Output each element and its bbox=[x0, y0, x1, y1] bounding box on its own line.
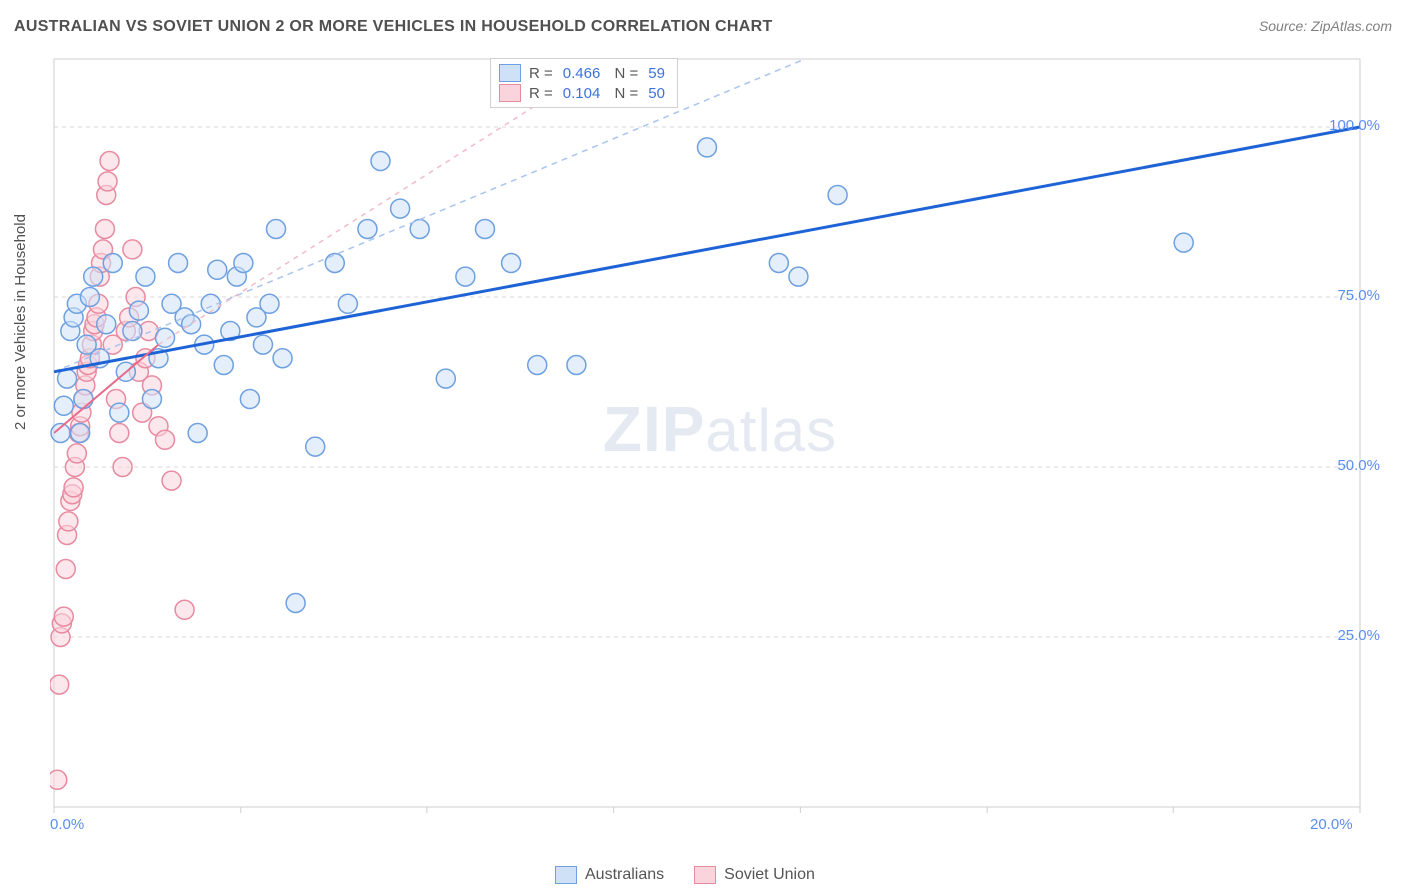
source-label: Source: ZipAtlas.com bbox=[1259, 18, 1392, 34]
stats-n-label: N = bbox=[610, 85, 638, 102]
y-axis-title: 2 or more Vehicles in Household bbox=[12, 214, 29, 430]
x-tick-label: 0.0% bbox=[50, 816, 84, 833]
legend-swatch-soviet bbox=[694, 866, 716, 884]
stats-r-label: R = bbox=[529, 85, 553, 102]
plot-svg bbox=[50, 55, 1390, 835]
legend-swatch-australians bbox=[555, 866, 577, 884]
chart-title: AUSTRALIAN VS SOVIET UNION 2 OR MORE VEH… bbox=[14, 18, 773, 35]
stats-n-label: N = bbox=[610, 65, 638, 82]
y-tick-label: 50.0% bbox=[1337, 457, 1380, 474]
stats-row-australians: R = 0.466 N = 59 bbox=[499, 63, 667, 83]
stats-r-value-sov: 0.104 bbox=[563, 85, 601, 102]
x-tick-label: 20.0% bbox=[1310, 816, 1353, 833]
legend-label-australians: Australians bbox=[585, 866, 664, 884]
stats-r-value-aus: 0.466 bbox=[563, 65, 601, 82]
chart-header: AUSTRALIAN VS SOVIET UNION 2 OR MORE VEH… bbox=[14, 18, 1392, 48]
y-tick-label: 25.0% bbox=[1337, 627, 1380, 644]
stats-n-value-aus: 59 bbox=[648, 65, 665, 82]
y-tick-label: 75.0% bbox=[1337, 287, 1380, 304]
swatch-australians bbox=[499, 64, 521, 82]
legend-item-soviet: Soviet Union bbox=[694, 866, 815, 884]
stats-legend: R = 0.466 N = 59 R = 0.104 N = 50 bbox=[490, 58, 678, 108]
stats-r-label: R = bbox=[529, 65, 553, 82]
stats-n-value-sov: 50 bbox=[648, 85, 665, 102]
y-tick-label: 100.0% bbox=[1329, 117, 1380, 134]
stats-row-soviet: R = 0.104 N = 50 bbox=[499, 83, 667, 103]
legend-label-soviet: Soviet Union bbox=[724, 866, 815, 884]
legend-item-australians: Australians bbox=[555, 866, 664, 884]
bottom-legend: Australians Soviet Union bbox=[555, 866, 815, 884]
swatch-soviet bbox=[499, 84, 521, 102]
scatter-plot: ZIPatlas 25.0%50.0%75.0%100.0%0.0%20.0% bbox=[50, 55, 1390, 835]
